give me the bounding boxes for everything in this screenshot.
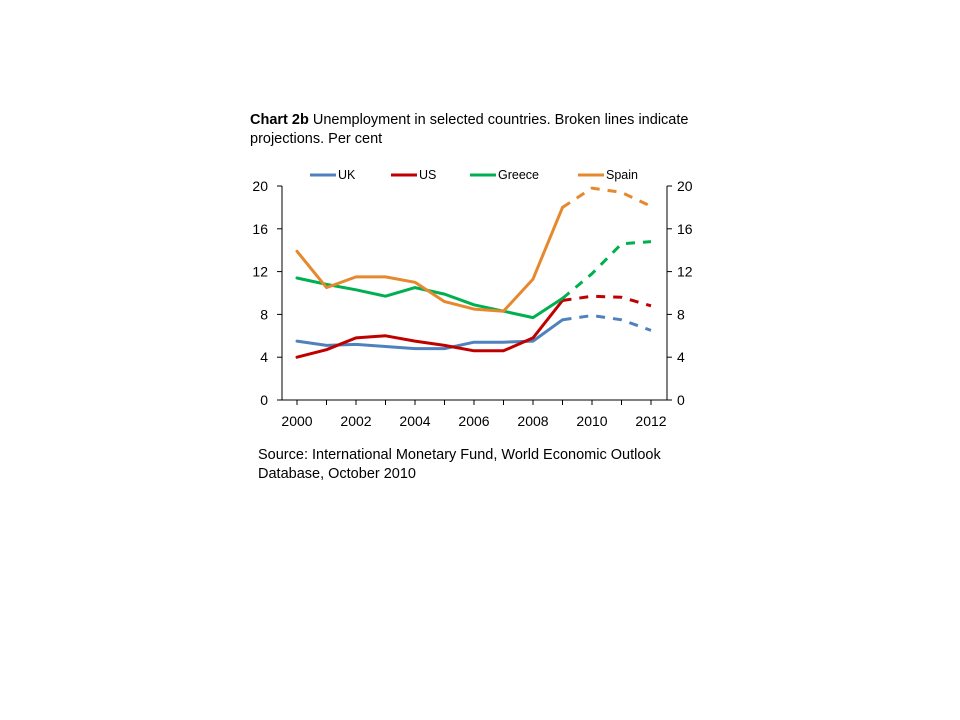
y-tick-label-right: 0	[677, 392, 685, 408]
chart-title-label: Chart 2b	[250, 112, 309, 128]
y-tick-label-left: 8	[260, 306, 268, 322]
y-tick-label-right: 20	[677, 178, 693, 194]
y-tick-label-left: 4	[260, 349, 268, 365]
series-projection-uk	[562, 314, 652, 332]
legend-label-uk: UK	[338, 168, 356, 182]
y-tick-label-left: 16	[252, 221, 268, 237]
chart-title: Chart 2b Unemployment in selected countr…	[250, 111, 690, 149]
chart-source: Source: International Monetary Fund, Wor…	[258, 447, 661, 482]
series-line-us	[295, 299, 564, 359]
x-tick-label: 2008	[517, 413, 548, 429]
series-projection-us	[562, 294, 652, 308]
legend-label-spain: Spain	[606, 168, 638, 182]
legend-label-greece: Greece	[498, 168, 539, 182]
y-tick-label-left: 0	[260, 392, 268, 408]
series-projection-greece	[561, 240, 652, 300]
x-tick-label: 2000	[281, 413, 312, 429]
y-tick-label-left: 12	[252, 264, 268, 280]
x-tick-label: 2004	[399, 413, 430, 429]
x-tick-label: 2010	[576, 413, 607, 429]
series-projection-spain	[561, 186, 652, 209]
y-tick-label-right: 16	[677, 221, 693, 237]
y-tick-label-right: 4	[677, 349, 685, 365]
x-tick-label: 2006	[458, 413, 489, 429]
chart-title-text: Unemployment in selected countries. Brok…	[250, 112, 689, 147]
x-tick-label: 2012	[635, 413, 666, 429]
y-tick-label-right: 12	[677, 264, 693, 280]
x-tick-label: 2002	[340, 413, 371, 429]
legend-label-us: US	[419, 168, 436, 182]
y-tick-label-left: 20	[252, 178, 268, 194]
y-tick-label-right: 8	[677, 306, 685, 322]
series-line-spain	[295, 205, 564, 313]
